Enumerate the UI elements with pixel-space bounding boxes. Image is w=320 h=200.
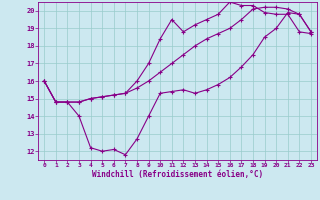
- X-axis label: Windchill (Refroidissement éolien,°C): Windchill (Refroidissement éolien,°C): [92, 170, 263, 179]
